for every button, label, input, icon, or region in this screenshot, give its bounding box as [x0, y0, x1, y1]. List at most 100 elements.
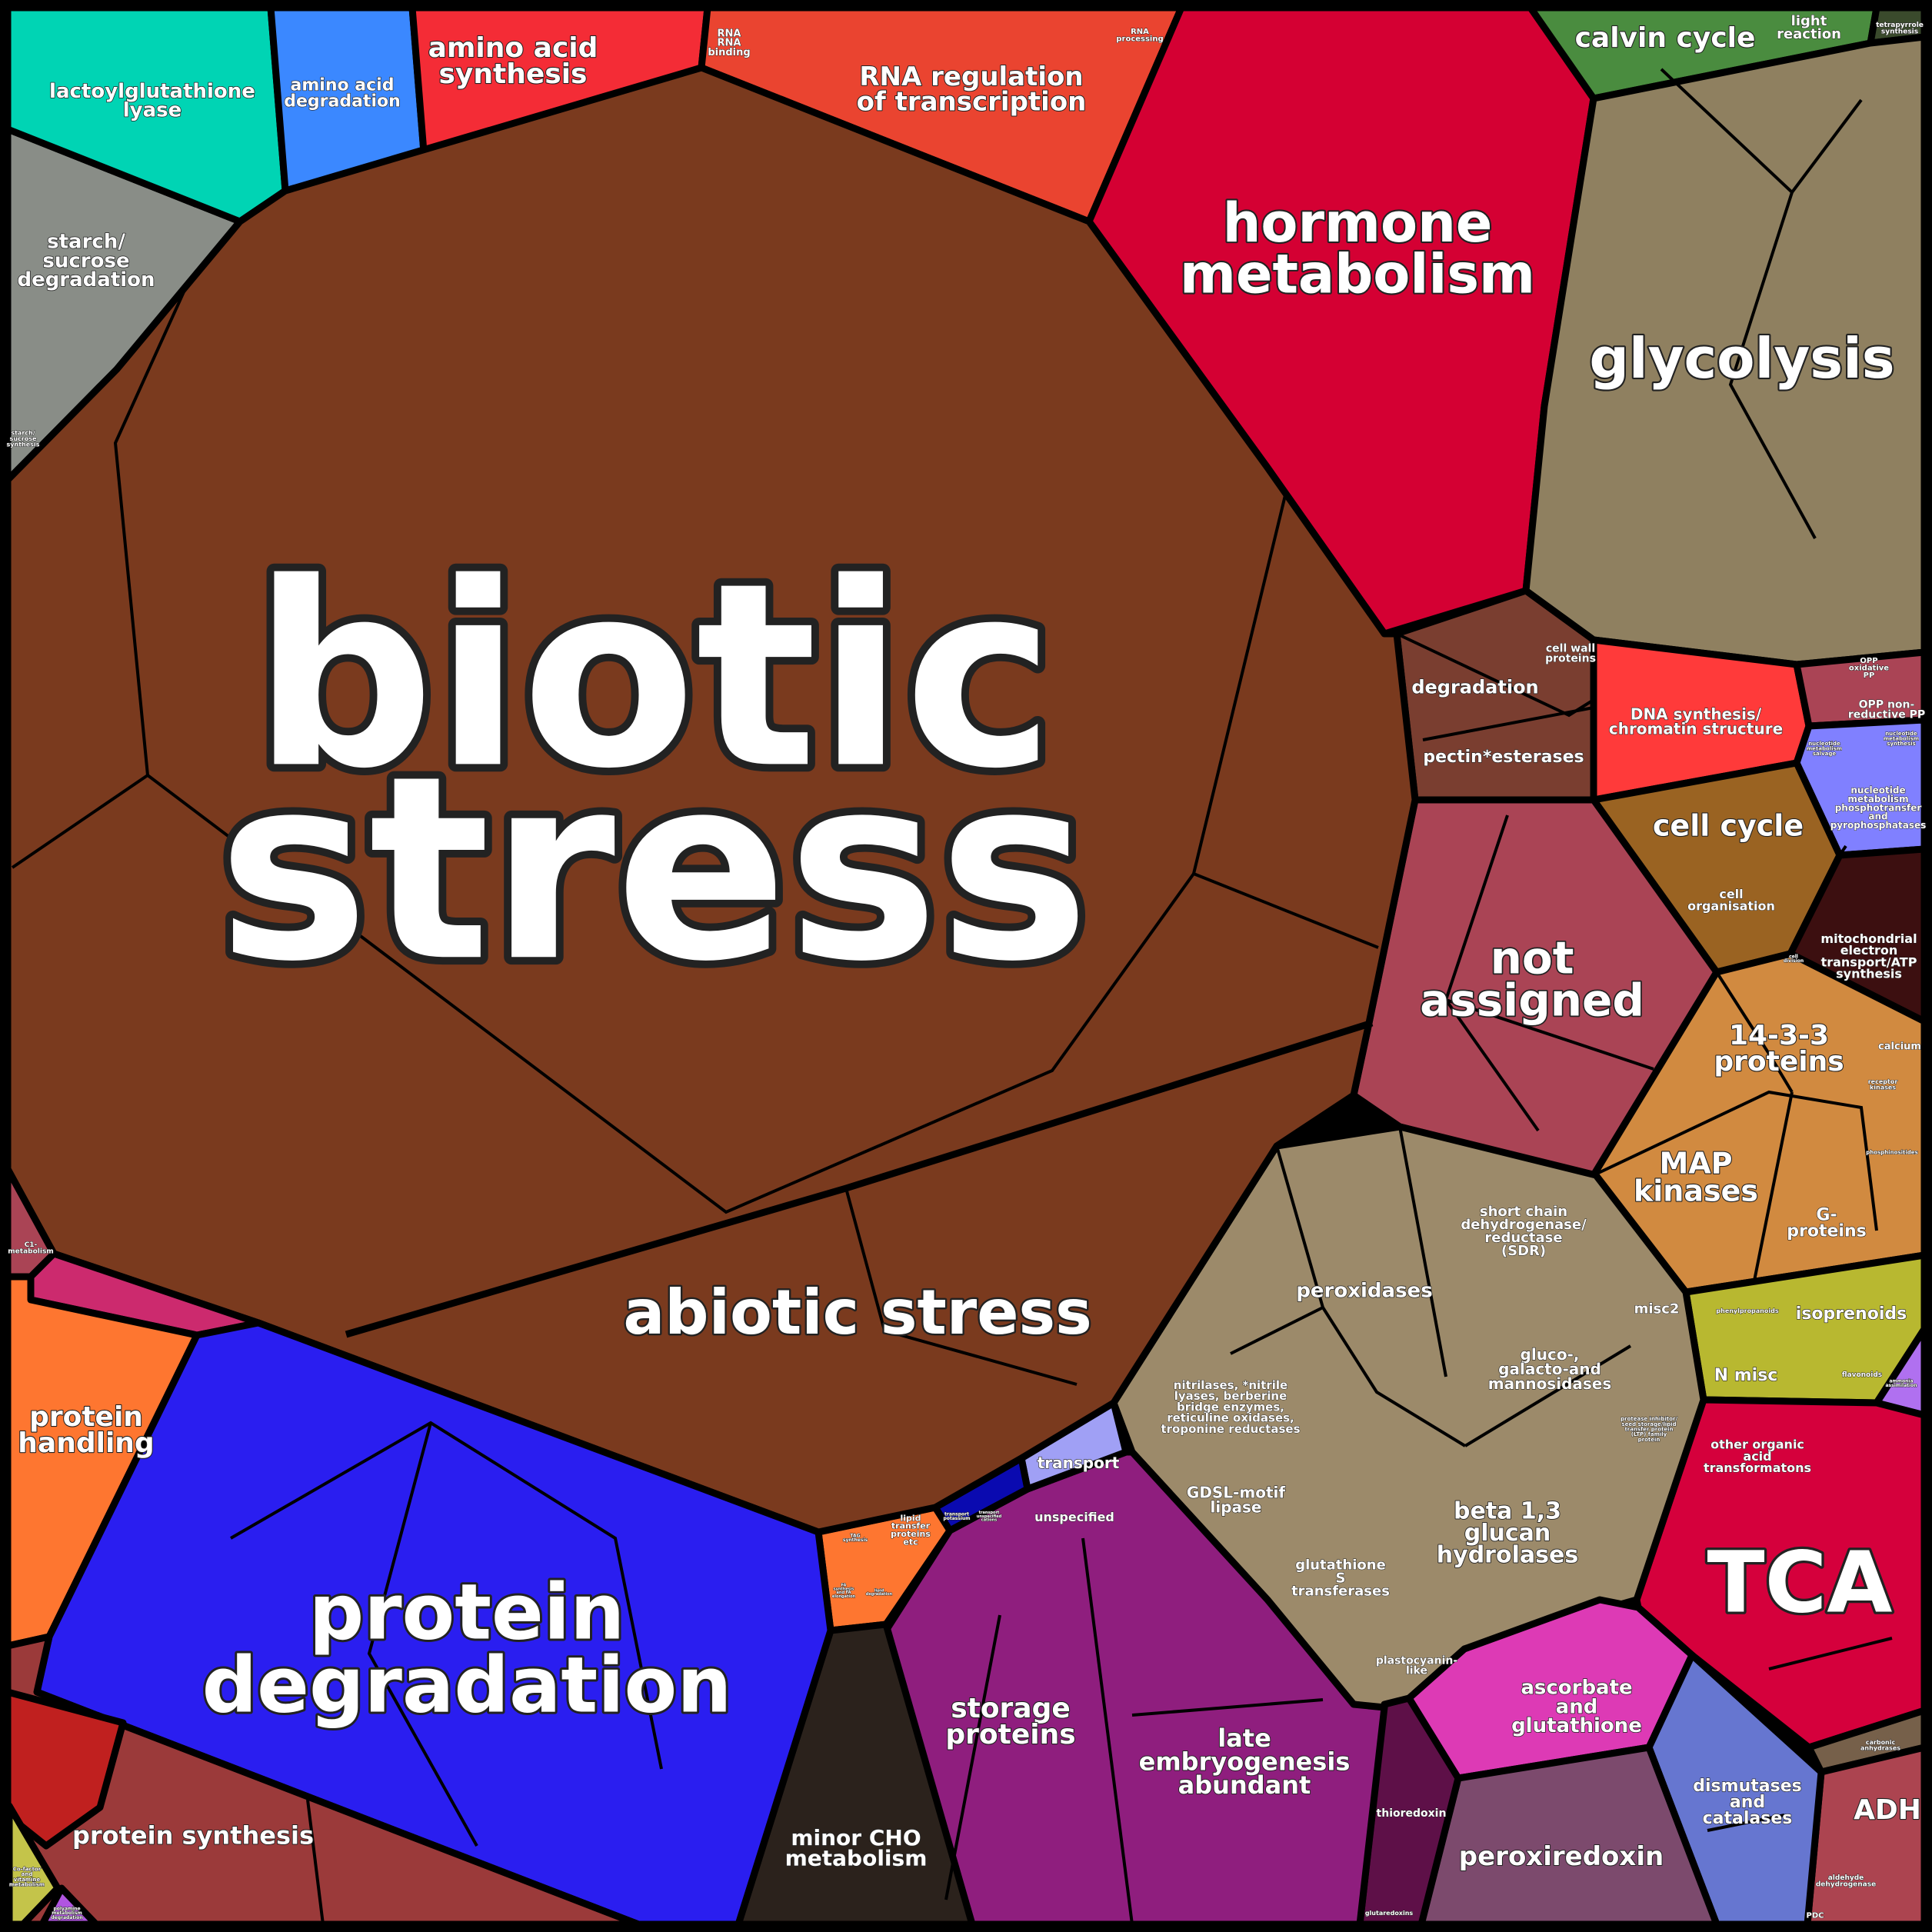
label-line: MAP: [1659, 1147, 1732, 1181]
cell-adh: [1804, 1744, 1928, 1928]
label-line: pectin*esterases: [1423, 748, 1584, 767]
cell-polyamine-degradation: [38, 1884, 100, 1928]
label-line: lipid: [874, 1588, 884, 1593]
label-line: S: [1336, 1570, 1346, 1586]
label-line: glutathione: [1511, 1714, 1642, 1737]
label-other-organic-acid: other organic acid transformatons: [1704, 1437, 1811, 1475]
label-dismutases-catalases: dismutases and catalases: [1693, 1777, 1801, 1828]
label-line: metabolism: [1884, 736, 1919, 742]
label-line: starch/: [47, 231, 125, 254]
label-line: seed storage/lipid: [1621, 1421, 1676, 1427]
label-degradation: degradation: [1411, 677, 1538, 698]
cell-boundary: [367, 1422, 478, 1847]
label-line: short chain: [1480, 1204, 1567, 1220]
label-map-kinases: MAP kinases: [1634, 1147, 1758, 1208]
label-line: cell: [1789, 954, 1798, 959]
label-line: minor CHO: [791, 1825, 921, 1850]
label-line: not: [1491, 931, 1574, 984]
label-amino-acid-synthesis: amino acid synthesis: [428, 32, 598, 90]
label-line: unspecified: [977, 1514, 1002, 1519]
label-line: sucrose: [10, 435, 37, 442]
label-line: vitamine: [14, 1877, 41, 1883]
label-line: phenylpropanoids: [1716, 1307, 1778, 1314]
label-line: glutathione: [1295, 1557, 1386, 1573]
label-line: stress: [218, 721, 1090, 1017]
label-line: transferases: [1291, 1584, 1390, 1600]
label-line: chromatin structure: [1609, 720, 1783, 738]
label-minor-cho-metabolism: minor CHO metabolism: [785, 1825, 928, 1871]
label-calvin-cycle: calvin cycle: [1575, 22, 1756, 54]
label-line: light: [1791, 13, 1827, 29]
label-glutaredoxins: glutaredoxins: [1365, 1910, 1414, 1917]
label-line: bridge enzymes,: [1177, 1400, 1284, 1414]
cell-boundary: [1593, 1090, 1878, 1231]
label-line: RNA: [718, 38, 741, 49]
label-carbonic-anhydrases: carbonic anhydrases: [1860, 1739, 1900, 1752]
label-line: electron: [1840, 943, 1898, 958]
label-line: hydrolases: [1437, 1541, 1578, 1568]
label-line: metabolism: [1180, 242, 1535, 305]
cell-boundary: [230, 1421, 663, 1770]
label-fa-synthesis: FA synthesis and FA elongation: [832, 1584, 856, 1599]
label-line: transport: [1038, 1454, 1120, 1472]
label-phosphinositides: phosphinositides: [1866, 1150, 1917, 1156]
label-line: peroxidases: [1296, 1279, 1432, 1302]
label-line: abundant: [1178, 1770, 1311, 1800]
label-line: phosphinositides: [1866, 1150, 1917, 1156]
label-line: synthesis: [843, 1537, 868, 1543]
label-line: nucleotide: [1885, 731, 1917, 737]
label-line: transport: [944, 1511, 969, 1517]
label-line: OPP non-: [1859, 698, 1915, 711]
cell-boundary: [1838, 844, 1847, 857]
cell-boundary: [113, 279, 191, 776]
label-line: starch/: [11, 429, 35, 436]
label-line: synthesis: [7, 441, 40, 448]
label-line: nucleotide: [1808, 741, 1840, 747]
cell-boundary: [1715, 971, 1794, 1094]
label-opp-oxidative: OPP oxidative PP: [1849, 657, 1889, 680]
label-line: reticuline oxidases,: [1167, 1411, 1294, 1425]
label-line: anhydrases: [1860, 1745, 1900, 1752]
label-adh: ADH: [1854, 1794, 1921, 1826]
label-line: catalases: [1703, 1809, 1793, 1828]
label-line: and: [1556, 1695, 1598, 1718]
label-dna-synthesis: DNA synthesis/chromatin structure: [1609, 705, 1783, 738]
cell-boundary: [11, 774, 149, 869]
label-line: ADH: [1854, 1794, 1921, 1826]
label-line: phosphotransfer: [1835, 802, 1922, 813]
label-line: TAG: [850, 1533, 860, 1538]
label-biotic-stress: biotic stress: [218, 528, 1090, 1017]
label-plastocyanin-like: plastocyanin-like: [1376, 1654, 1458, 1677]
label-storage-proteins: storage proteins: [945, 1693, 1075, 1750]
label-starch-sucrose-degradation: starch/sucrose degradation: [17, 231, 155, 291]
cell-protein-synthesis-red: [4, 1688, 127, 1850]
label-line: abiotic stress: [623, 1277, 1091, 1348]
label-lipid-transfer-proteins: lipid transfer proteins etc: [891, 1513, 931, 1547]
label-line: (LTP) family: [1631, 1431, 1667, 1437]
label-unspecified: unspecified: [1034, 1510, 1114, 1524]
label-line: and: [1730, 1793, 1765, 1812]
label-hormone-metabolism: hormone metabolism: [1180, 192, 1535, 306]
label-line: lyase: [123, 99, 182, 122]
label-line: of transcription: [857, 86, 1087, 117]
label-calcium: calcium: [1878, 1041, 1921, 1053]
label-line: etc: [903, 1537, 918, 1547]
label-line: thioredoxin: [1377, 1807, 1447, 1820]
label-beta-glucan-hydrolases: beta 1,3 glucan hydrolases: [1437, 1497, 1578, 1568]
label-line: dehydrogenase: [1816, 1881, 1876, 1889]
label-line: and: [1868, 811, 1887, 822]
label-line: assimilation: [1886, 1383, 1917, 1388]
label-line: Co-factor: [13, 1867, 42, 1873]
label-line: storage: [951, 1693, 1071, 1724]
label-line: calcium: [1878, 1041, 1921, 1053]
label-line: transformatons: [1704, 1461, 1811, 1475]
label-line: lipid: [900, 1513, 921, 1523]
label-line: FA: [841, 1584, 847, 1588]
label-line: OPP: [1860, 657, 1877, 665]
label-ascorbate-glutathione: ascorbate and glutathione: [1511, 1677, 1642, 1737]
label-line: flavonoids: [1842, 1371, 1882, 1379]
label-line: degradation: [51, 1915, 82, 1920]
label-line: metabolism: [9, 1881, 45, 1887]
